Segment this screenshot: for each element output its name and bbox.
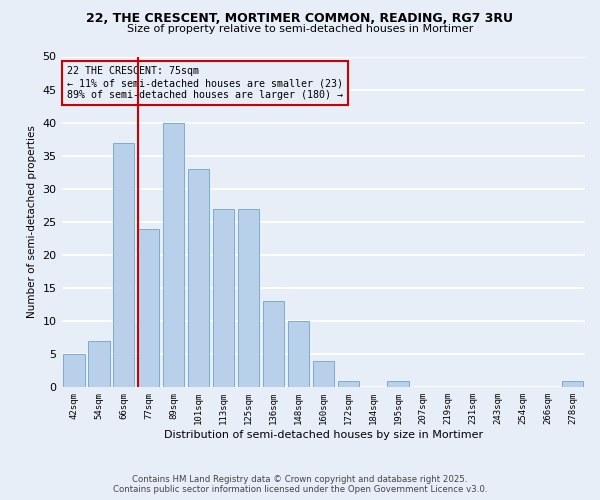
Text: 22 THE CRESCENT: 75sqm
← 11% of semi-detached houses are smaller (23)
89% of sem: 22 THE CRESCENT: 75sqm ← 11% of semi-det… — [67, 66, 343, 100]
Bar — [263, 302, 284, 388]
Bar — [138, 228, 160, 388]
Bar — [64, 354, 85, 388]
Text: Size of property relative to semi-detached houses in Mortimer: Size of property relative to semi-detach… — [127, 24, 473, 34]
Bar — [188, 169, 209, 388]
Text: Contains HM Land Registry data © Crown copyright and database right 2025.
Contai: Contains HM Land Registry data © Crown c… — [113, 474, 487, 494]
Bar — [288, 321, 309, 388]
Bar — [113, 142, 134, 388]
Bar — [213, 208, 234, 388]
X-axis label: Distribution of semi-detached houses by size in Mortimer: Distribution of semi-detached houses by … — [164, 430, 483, 440]
Y-axis label: Number of semi-detached properties: Number of semi-detached properties — [27, 126, 37, 318]
Bar — [313, 361, 334, 388]
Bar — [238, 208, 259, 388]
Bar — [88, 341, 110, 388]
Bar — [388, 380, 409, 388]
Text: 22, THE CRESCENT, MORTIMER COMMON, READING, RG7 3RU: 22, THE CRESCENT, MORTIMER COMMON, READI… — [86, 12, 514, 26]
Bar — [163, 122, 184, 388]
Bar — [338, 380, 359, 388]
Bar — [562, 380, 583, 388]
